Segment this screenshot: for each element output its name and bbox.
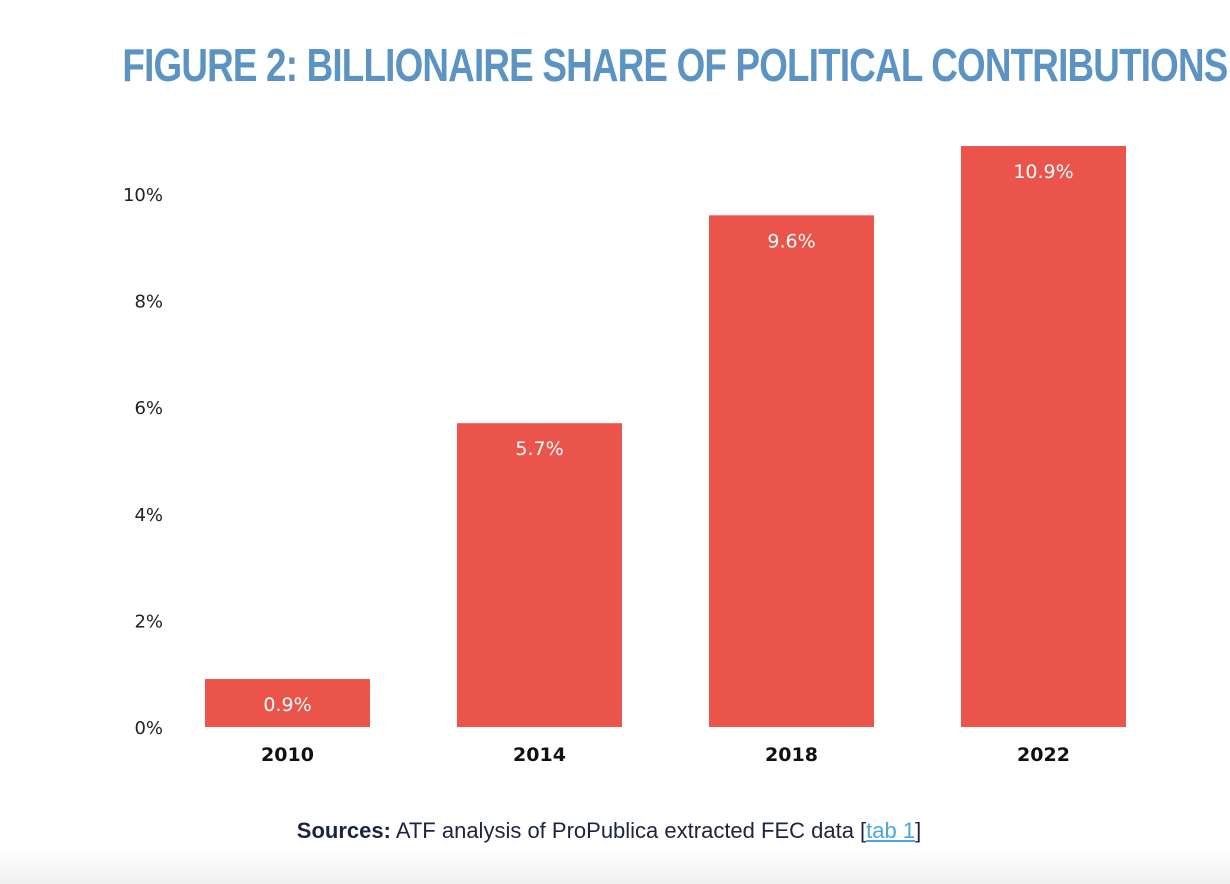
x-category-label: 2014 (513, 744, 566, 766)
bar-2014 (457, 423, 622, 727)
y-tick-label: 2% (134, 611, 163, 632)
bar-2018 (709, 215, 874, 727)
bar-value-label: 10.9% (1013, 161, 1073, 183)
bar-value-label: 0.9% (263, 694, 311, 716)
x-category-label: 2018 (765, 744, 818, 766)
bars: 0.9% 5.7% 9.6% 10.9% (205, 146, 1126, 727)
bar-2010 (205, 679, 370, 727)
y-axis-ticks: 0% 2% 4% 6% 8% 10% (123, 185, 163, 739)
bar-value-label: 9.6% (767, 230, 815, 252)
source-close: ] (915, 818, 922, 843)
source-text: ATF analysis of ProPublica extracted FEC… (390, 818, 867, 843)
y-tick-label: 4% (134, 505, 163, 526)
y-tick-label: 0% (134, 718, 163, 739)
bar-value-label: 5.7% (515, 438, 563, 460)
x-category-label: 2022 (1017, 744, 1070, 766)
x-axis-labels: 2010 2014 2018 2022 (261, 744, 1070, 766)
chart-title: FIGURE 2: BILLIONAIRE SHARE OF POLITICAL… (122, 39, 1228, 91)
source-note: Sources: ATF analysis of ProPublica extr… (0, 818, 1218, 844)
tab-1-link[interactable]: tab 1 (866, 818, 916, 843)
y-tick-label: 8% (134, 292, 163, 313)
bar-2022 (961, 146, 1126, 727)
x-category-label: 2010 (261, 744, 314, 766)
y-tick-label: 10% (123, 185, 163, 206)
source-label: Sources: (296, 818, 391, 843)
y-tick-label: 6% (134, 398, 163, 419)
